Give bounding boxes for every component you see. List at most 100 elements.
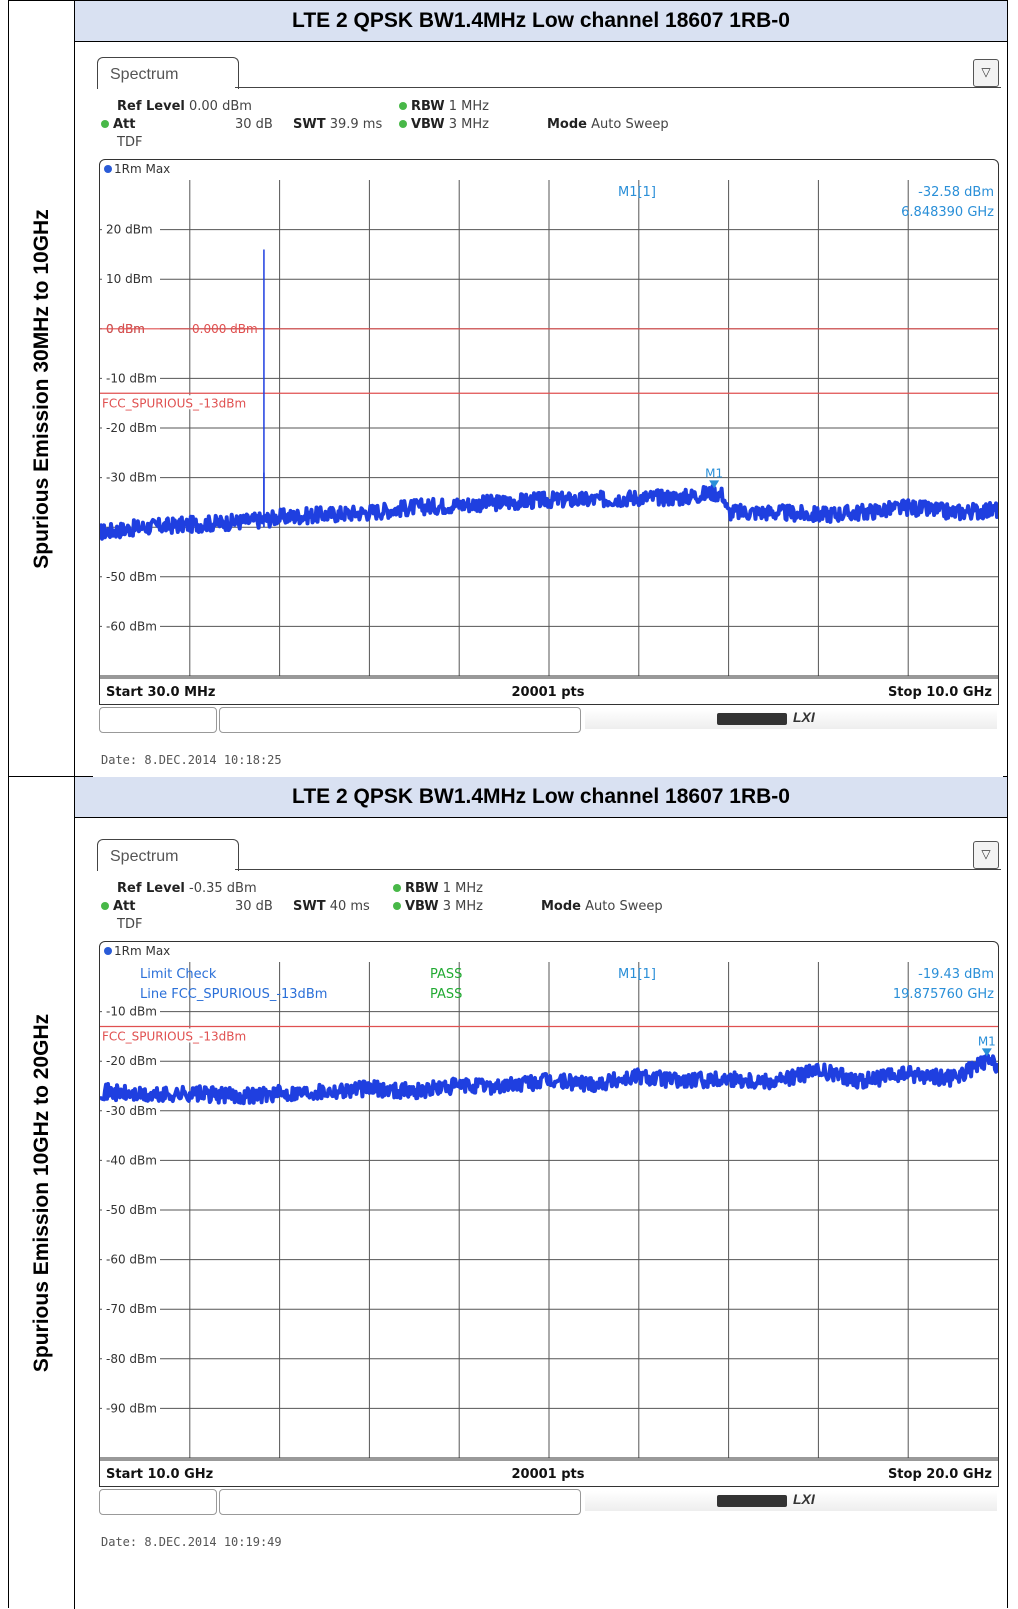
status-indicator-area: LXI: [585, 1491, 997, 1511]
swt-label: SWT: [293, 117, 326, 132]
limit-line-check-result: PASS: [430, 987, 462, 1002]
tick-label-bg: [102, 1053, 160, 1068]
y-tick-label: -30 dBm: [106, 1104, 157, 1118]
stop-freq-label: Stop 20.0 GHz: [888, 1467, 992, 1482]
tick-label-bg: [102, 1400, 160, 1415]
points-label: 20001 pts: [511, 685, 584, 700]
trace-label: 1Rm Max: [104, 162, 170, 176]
tick-label-bg: [102, 1251, 160, 1266]
status-bar: LXI: [99, 1489, 997, 1515]
points-label: 20001 pts: [511, 1467, 584, 1482]
att-label: Att: [113, 899, 136, 914]
status-field-2[interactable]: [219, 707, 581, 733]
status-field-1[interactable]: [99, 1489, 217, 1515]
rbw-value: 1 MHz: [442, 881, 483, 896]
spectrum-chart: 20 dBm 10 dBm 0 dBm -10 dBm -20 dBm -30 dBm -5…: [100, 180, 998, 700]
marker-label: M1: [705, 466, 723, 480]
trace-label: 1Rm Max: [104, 944, 170, 958]
analyzer-screenshot: Spectrum ▽ Ref Level 0.00 dBm Att 30 dB …: [93, 53, 1003, 795]
tab-divider: [235, 869, 1001, 870]
tick-label-bg: [102, 420, 160, 434]
att-value: 30 dB: [235, 117, 273, 132]
start-freq-label: Start 10.0 GHz: [106, 1467, 213, 1482]
vbw-label: VBW: [405, 899, 439, 914]
tick-label-bg: [102, 1152, 160, 1167]
marker-readout-freq: 6.848390 GHz: [901, 205, 994, 220]
tick-label-bg: [102, 469, 160, 484]
mode-value: Auto Sweep: [591, 117, 669, 132]
mode-label: Mode: [541, 899, 581, 914]
vbw-value: 3 MHz: [442, 899, 483, 914]
ref-level-value: 0.00 dBm: [189, 99, 252, 114]
rbw-indicator-icon: [399, 102, 407, 110]
ref-level-value: -0.35 dBm: [189, 881, 257, 896]
trace-line: [100, 1052, 998, 1106]
table-row: Spurious Emission 30MHz to 10GHz LTE 2 Q…: [9, 1, 1007, 795]
lxi-icon: LXI: [793, 709, 815, 725]
y-tick-label: 20 dBm: [106, 223, 153, 237]
spectrum-chart: -10 dBm -20 dBm -30 dBm -40 dBm -50 dBm -60 d…: [100, 962, 998, 1482]
y-tick-label: -80 dBm: [106, 1352, 157, 1366]
y-tick-label: -60 dBm: [106, 1253, 157, 1267]
marker-readout-freq: 19.875760 GHz: [893, 987, 994, 1002]
trace-indicator-icon: [104, 947, 112, 955]
y-tick-label: -50 dBm: [106, 1203, 157, 1217]
limit-line-label: FCC_SPURIOUS_-13dBm: [102, 1029, 246, 1043]
status-field-2[interactable]: [219, 1489, 581, 1515]
marker-label: M1: [978, 1034, 996, 1048]
rbw-indicator-icon: [393, 884, 401, 892]
tab-divider: [235, 87, 1001, 88]
y-tick-label: -10 dBm: [106, 1005, 157, 1019]
tab-spectrum[interactable]: Spectrum: [97, 57, 239, 89]
limit-check-label: Limit Check: [140, 967, 217, 982]
y-tick-label: -70 dBm: [106, 1302, 157, 1316]
row-label: Spurious Emission 10GHz to 20GHz: [29, 1013, 53, 1373]
status-indicator-area: LXI: [585, 709, 997, 729]
tick-label-bg: [102, 1102, 160, 1117]
y-tick-label: -20 dBm: [106, 1054, 157, 1068]
y-tick-label: -90 dBm: [106, 1401, 157, 1415]
status-bar: LXI: [99, 707, 997, 733]
tick-label-bg: [102, 271, 160, 286]
row-label: Spurious Emission 30MHz to 10GHz: [29, 208, 53, 569]
capture-date: Date: 8.DEC.2014 10:18:25: [101, 753, 282, 767]
limit-check-result: PASS: [430, 967, 462, 982]
tick-label-bg: [102, 221, 160, 236]
tdf-label: TDF: [117, 135, 143, 150]
progress-indicator: [717, 713, 787, 725]
tick-label-bg: [102, 370, 160, 385]
test-title: LTE 2 QPSK BW1.4MHz Low channel 18607 1R…: [75, 1, 1007, 42]
marker-readout-level: -19.43 dBm: [918, 967, 994, 982]
limit-label-bg: [101, 1028, 277, 1043]
y-tick-label: -30 dBm: [106, 471, 157, 485]
vbw-label: VBW: [411, 117, 445, 132]
test-title: LTE 2 QPSK BW1.4MHz Low channel 18607 1R…: [75, 777, 1007, 818]
swt-value: 39.9 ms: [329, 117, 383, 132]
vbw-indicator-icon: [393, 902, 401, 910]
row-label-cell: Spurious Emission 10GHz to 20GHz: [9, 777, 75, 1609]
y-tick-label: 10 dBm: [106, 272, 153, 286]
y-tick-label: -50 dBm: [106, 570, 157, 584]
marker-readout-name: M1[1]: [618, 967, 656, 982]
vbw-indicator-icon: [399, 120, 407, 128]
tick-label-bg: [102, 1003, 160, 1018]
rbw-label: RBW: [405, 881, 439, 896]
att-indicator-icon: [101, 902, 109, 910]
att-indicator-icon: [101, 120, 109, 128]
window-menu-icon[interactable]: ▽: [973, 59, 999, 87]
status-field-1[interactable]: [99, 707, 217, 733]
lxi-icon: LXI: [793, 1491, 815, 1507]
y-tick-label: -10 dBm: [106, 371, 157, 385]
vbw-value: 3 MHz: [448, 117, 489, 132]
marker-icon: [981, 1048, 992, 1057]
tab-spectrum[interactable]: Spectrum: [97, 839, 239, 871]
y-tick-label: -60 dBm: [106, 619, 157, 633]
window-menu-icon[interactable]: ▽: [973, 841, 999, 869]
marker-readout-level: -32.58 dBm: [918, 185, 994, 200]
att-value: 30 dB: [235, 899, 273, 914]
row-label-cell: Spurious Emission 30MHz to 10GHz: [9, 1, 75, 776]
display-line-label: 0.000 dBm: [192, 322, 258, 336]
mode-label: Mode: [547, 117, 587, 132]
progress-indicator: [717, 1495, 787, 1507]
tick-label-bg: [102, 1301, 160, 1316]
